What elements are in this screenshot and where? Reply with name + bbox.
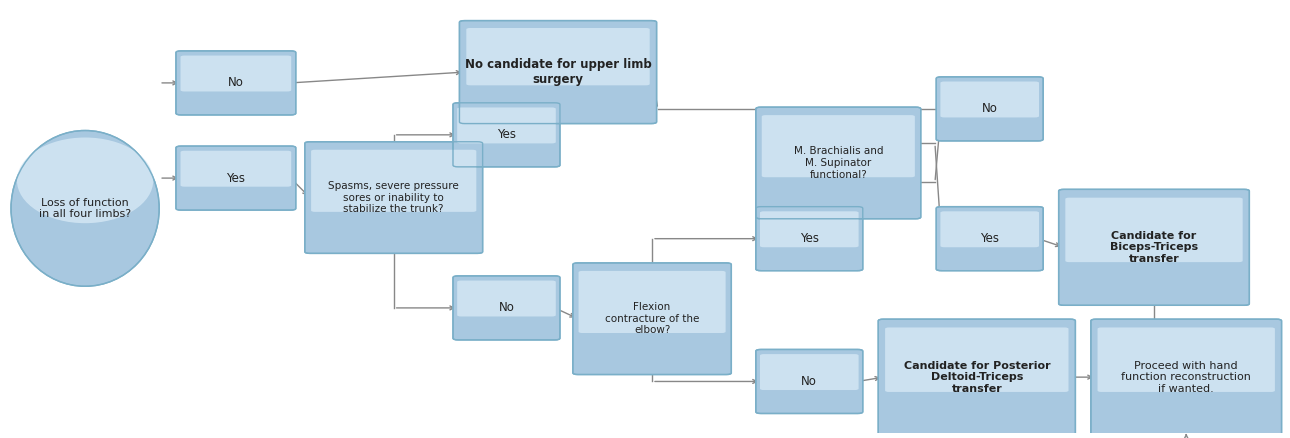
- FancyBboxPatch shape: [181, 151, 292, 187]
- FancyBboxPatch shape: [878, 319, 1076, 435]
- Text: Proceed with hand
function reconstruction
if wanted.: Proceed with hand function reconstructio…: [1121, 360, 1251, 394]
- FancyBboxPatch shape: [937, 207, 1044, 271]
- FancyBboxPatch shape: [760, 354, 859, 390]
- Text: Yes: Yes: [980, 232, 1000, 245]
- FancyBboxPatch shape: [573, 263, 731, 374]
- FancyBboxPatch shape: [756, 207, 863, 271]
- FancyBboxPatch shape: [760, 211, 859, 247]
- Text: No: No: [498, 301, 515, 314]
- FancyBboxPatch shape: [175, 51, 295, 115]
- FancyBboxPatch shape: [756, 350, 863, 413]
- FancyBboxPatch shape: [1091, 319, 1281, 435]
- FancyBboxPatch shape: [756, 107, 921, 219]
- Text: Yes: Yes: [226, 172, 245, 184]
- Ellipse shape: [17, 138, 154, 223]
- FancyBboxPatch shape: [181, 56, 292, 92]
- FancyBboxPatch shape: [579, 271, 725, 333]
- FancyBboxPatch shape: [937, 77, 1044, 141]
- FancyBboxPatch shape: [453, 276, 560, 340]
- Text: Yes: Yes: [800, 232, 819, 245]
- Ellipse shape: [12, 131, 159, 286]
- Text: Candidate for Posterior
Deltoid-Triceps
transfer: Candidate for Posterior Deltoid-Triceps …: [903, 360, 1050, 394]
- FancyBboxPatch shape: [311, 150, 476, 212]
- FancyBboxPatch shape: [457, 107, 556, 143]
- FancyBboxPatch shape: [1066, 198, 1242, 262]
- FancyBboxPatch shape: [466, 28, 650, 85]
- FancyBboxPatch shape: [1098, 328, 1275, 392]
- Text: No candidate for upper limb
surgery: No candidate for upper limb surgery: [464, 58, 651, 86]
- FancyBboxPatch shape: [940, 81, 1038, 117]
- FancyBboxPatch shape: [940, 211, 1038, 247]
- Text: No: No: [801, 375, 818, 388]
- FancyBboxPatch shape: [1059, 189, 1249, 305]
- Text: Candidate for
Biceps-Triceps
transfer: Candidate for Biceps-Triceps transfer: [1109, 231, 1198, 264]
- Text: No: No: [228, 76, 244, 89]
- FancyBboxPatch shape: [885, 328, 1068, 392]
- Text: No: No: [982, 102, 997, 115]
- FancyBboxPatch shape: [459, 21, 657, 124]
- FancyBboxPatch shape: [175, 146, 295, 210]
- FancyBboxPatch shape: [762, 115, 915, 177]
- FancyBboxPatch shape: [453, 103, 560, 167]
- Text: M. Brachialis and
M. Supinator
functional?: M. Brachialis and M. Supinator functiona…: [793, 146, 884, 180]
- Text: Loss of function
in all four limbs?: Loss of function in all four limbs?: [39, 198, 132, 219]
- FancyBboxPatch shape: [304, 142, 482, 254]
- Text: Flexion
contracture of the
elbow?: Flexion contracture of the elbow?: [605, 302, 699, 336]
- Text: Yes: Yes: [497, 128, 516, 141]
- FancyBboxPatch shape: [457, 281, 556, 317]
- Text: Spasms, severe pressure
sores or inability to
stabilize the trunk?: Spasms, severe pressure sores or inabili…: [329, 181, 459, 214]
